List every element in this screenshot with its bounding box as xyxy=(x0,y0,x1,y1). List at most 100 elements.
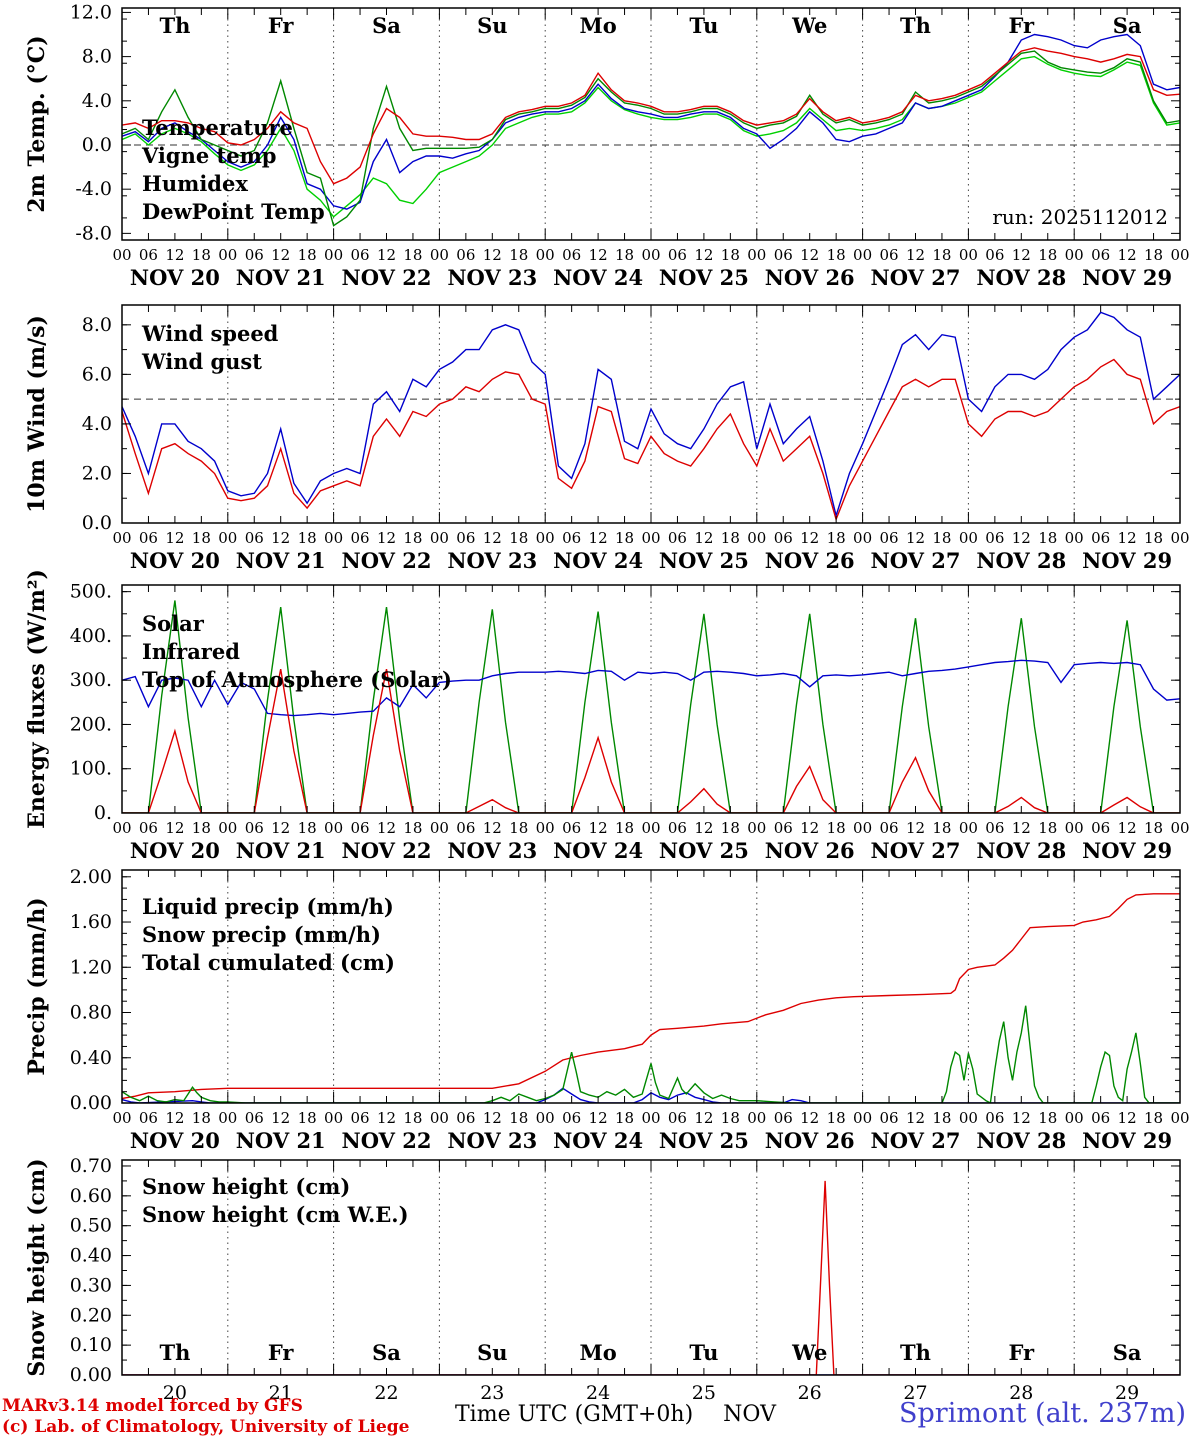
svg-text:12: 12 xyxy=(483,1109,502,1127)
svg-text:NOV 21: NOV 21 xyxy=(236,265,326,290)
svg-text:06: 06 xyxy=(1091,246,1110,264)
svg-text:NOV 22: NOV 22 xyxy=(342,265,432,290)
svg-text:06: 06 xyxy=(985,1109,1004,1127)
svg-text:24: 24 xyxy=(586,1382,610,1404)
svg-text:18: 18 xyxy=(721,819,740,837)
date-labels: NOV 20 NOV 21 NOV 22 NOV 23 NOV 24 NOV 25 NOV … xyxy=(130,1128,1172,1153)
svg-text:00: 00 xyxy=(853,1109,872,1127)
svg-text:12: 12 xyxy=(906,819,925,837)
svg-text:Sa: Sa xyxy=(372,13,401,38)
svg-text:00: 00 xyxy=(324,246,343,264)
credit-line-1: MARv3.14 model forced by GFS xyxy=(2,1396,303,1416)
svg-text:Mo: Mo xyxy=(579,1340,616,1365)
svg-text:12: 12 xyxy=(1012,529,1031,547)
svg-text:0.50: 0.50 xyxy=(70,1215,112,1237)
svg-text:00: 00 xyxy=(112,529,131,547)
svg-text:200.: 200. xyxy=(70,713,112,735)
svg-text:Snow height (cm W.E.): Snow height (cm W.E.) xyxy=(142,1202,409,1227)
series-temperature xyxy=(122,47,1180,185)
svg-text:NOV 25: NOV 25 xyxy=(659,548,749,573)
svg-text:00: 00 xyxy=(959,529,978,547)
svg-text:00: 00 xyxy=(536,1109,555,1127)
svg-text:00: 00 xyxy=(853,819,872,837)
svg-text:00: 00 xyxy=(959,1109,978,1127)
svg-text:NOV 20: NOV 20 xyxy=(130,838,220,863)
date-labels: NOV 20 NOV 21 NOV 22 NOV 23 NOV 24 NOV 25 NOV … xyxy=(130,548,1172,573)
svg-text:00: 00 xyxy=(641,1109,660,1127)
svg-text:Sa: Sa xyxy=(1113,13,1142,38)
month-label: NOV xyxy=(723,1402,776,1427)
panel-frame xyxy=(121,304,1181,524)
svg-text:12: 12 xyxy=(165,1109,184,1127)
svg-text:Wind gust: Wind gust xyxy=(141,349,262,374)
svg-text:NOV 24: NOV 24 xyxy=(553,838,643,863)
svg-text:00: 00 xyxy=(430,246,449,264)
svg-text:18: 18 xyxy=(298,819,317,837)
svg-text:0.70: 0.70 xyxy=(70,1155,112,1177)
y-tick-labels: 2.00 1.60 1.20 0.80 0.40 0.00 xyxy=(70,866,112,1114)
svg-text:18: 18 xyxy=(827,1109,846,1127)
svg-text:00: 00 xyxy=(959,819,978,837)
svg-text:06: 06 xyxy=(245,529,264,547)
svg-text:Su: Su xyxy=(477,13,507,38)
svg-text:NOV 21: NOV 21 xyxy=(236,1128,326,1153)
svg-text:23: 23 xyxy=(480,1382,504,1404)
time-axis-label: Time UTC (GMT+0h) xyxy=(455,1402,694,1427)
svg-text:06: 06 xyxy=(880,246,899,264)
svg-text:NOV 22: NOV 22 xyxy=(342,548,432,573)
svg-text:Sa: Sa xyxy=(1113,1340,1142,1365)
svg-text:18: 18 xyxy=(509,1109,528,1127)
svg-text:00: 00 xyxy=(536,819,555,837)
svg-text:DewPoint Temp: DewPoint Temp xyxy=(142,199,325,224)
svg-text:00: 00 xyxy=(112,246,131,264)
svg-text:00: 00 xyxy=(747,529,766,547)
hour-labels: 00 06 12 18 00 06 12 18 00 06 12 18 00 06 12 18 00 06 12 18… xyxy=(112,529,1189,547)
svg-text:NOV 20: NOV 20 xyxy=(130,265,220,290)
svg-text:06: 06 xyxy=(562,819,581,837)
svg-text:06: 06 xyxy=(139,1109,158,1127)
svg-text:Sa: Sa xyxy=(372,1340,401,1365)
y-tick-labels: 12.0 8.0 4.0 0.0 -4.0 -8.0 xyxy=(70,1,112,244)
svg-text:18: 18 xyxy=(509,529,528,547)
svg-text:Liquid precip (mm/h): Liquid precip (mm/h) xyxy=(142,894,394,919)
svg-text:00: 00 xyxy=(1065,246,1084,264)
svg-text:NOV 20: NOV 20 xyxy=(130,1128,220,1153)
svg-text:0.20: 0.20 xyxy=(70,1304,112,1326)
svg-text:18: 18 xyxy=(403,819,422,837)
svg-text:NOV 23: NOV 23 xyxy=(447,838,537,863)
svg-text:06: 06 xyxy=(351,819,370,837)
svg-text:06: 06 xyxy=(562,246,581,264)
svg-text:12: 12 xyxy=(1012,1109,1031,1127)
y-ticks xyxy=(122,591,1180,814)
svg-text:Vigne temp: Vigne temp xyxy=(141,143,277,168)
day-gridlines xyxy=(227,1160,1075,1375)
svg-text:00: 00 xyxy=(747,246,766,264)
svg-text:00: 00 xyxy=(430,529,449,547)
svg-text:4.0: 4.0 xyxy=(82,413,112,435)
panel-temperature: 12.0 8.0 4.0 0.0 -4.0 -8.0 2m Temp. (°C) 00 06 12… xyxy=(24,1,1190,290)
svg-text:00: 00 xyxy=(536,529,555,547)
svg-text:NOV 28: NOV 28 xyxy=(976,265,1066,290)
svg-text:18: 18 xyxy=(932,1109,951,1127)
svg-text:00: 00 xyxy=(218,246,237,264)
svg-text:12: 12 xyxy=(589,529,608,547)
svg-text:12: 12 xyxy=(483,819,502,837)
svg-text:4.0: 4.0 xyxy=(82,90,112,112)
svg-text:18: 18 xyxy=(721,529,740,547)
svg-text:00: 00 xyxy=(641,819,660,837)
y-ticks xyxy=(122,324,1180,524)
day-gridlines xyxy=(227,305,1075,523)
svg-text:00: 00 xyxy=(218,819,237,837)
svg-text:NOV 24: NOV 24 xyxy=(553,1128,643,1153)
y-axis-title: Precip (mm/h) xyxy=(24,897,50,1075)
svg-text:Th: Th xyxy=(159,13,190,38)
svg-text:NOV 26: NOV 26 xyxy=(765,1128,855,1153)
svg-text:12: 12 xyxy=(694,529,713,547)
svg-text:18: 18 xyxy=(298,246,317,264)
svg-text:20: 20 xyxy=(163,1382,187,1404)
svg-text:Th: Th xyxy=(159,1340,190,1365)
svg-text:0.: 0. xyxy=(94,802,112,824)
svg-text:18: 18 xyxy=(192,1109,211,1127)
date-labels: NOV 20 NOV 21 NOV 22 NOV 23 NOV 24 NOV 25 NOV … xyxy=(130,265,1172,290)
hour-labels: 00 06 12 18 00 06 12 18 00 06 12 18 00 06 12 18 00 06 12 18… xyxy=(112,246,1189,264)
